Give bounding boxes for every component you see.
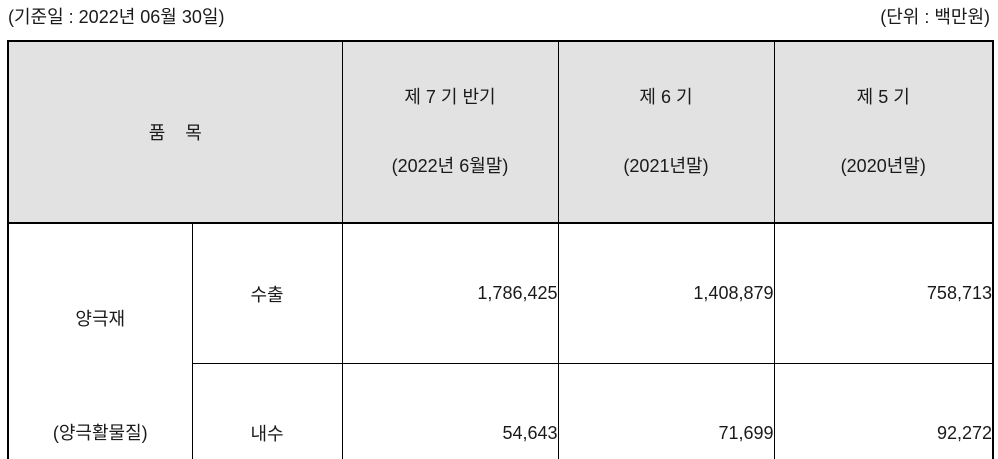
channel-label: 수출 [191, 222, 343, 365]
period-6-title: 제 6 기 [639, 87, 693, 107]
period-5-date: (2020년말) [840, 156, 926, 176]
column-header-period-7: 제 7 기 반기 (2022년 6월말) [341, 40, 559, 224]
value-cell: 1,408,879 [557, 222, 775, 365]
period-7-date: (2022년 6월말) [391, 156, 509, 176]
column-header-item: 품 목 [7, 40, 343, 224]
period-6-date: (2021년말) [623, 156, 709, 176]
sales-breakdown-table: 품 목 제 7 기 반기 (2022년 6월말) 제 6 기 (2021년말) … [7, 40, 994, 459]
table-row: 양극재 (양극활물질) 및 전구체 등 수출 1,786,425 1,408,8… [7, 222, 994, 459]
value-cell: 92,272 [773, 363, 994, 459]
value-cell: 1,786,425 [341, 222, 559, 365]
value-cell: 71,699 [557, 363, 775, 459]
unit-note: (단위 : 백만원) [880, 7, 990, 27]
period-7-title: 제 7 기 반기 [404, 87, 496, 107]
value-cell: 758,713 [773, 222, 994, 365]
channel-label: 내수 [191, 363, 343, 459]
table-row: 내수 54,643 71,699 92,272 [8, 363, 994, 459]
base-date-note: (기준일 : 2022년 06월 30일) [8, 7, 225, 27]
table-notes: (기준일 : 2022년 06월 30일) (단위 : 백만원) [8, 6, 990, 28]
column-header-period-6: 제 6 기 (2021년말) [557, 40, 775, 224]
column-header-period-5: 제 5 기 (2020년말) [773, 40, 994, 224]
header-row: 품 목 제 7 기 반기 (2022년 6월말) 제 6 기 (2021년말) … [7, 40, 994, 224]
period-5-title: 제 5 기 [856, 87, 910, 107]
value-cell: 54,643 [341, 363, 559, 459]
group-name-cathode: 양극재 (양극활물질) 및 전구체 등 [7, 222, 193, 459]
